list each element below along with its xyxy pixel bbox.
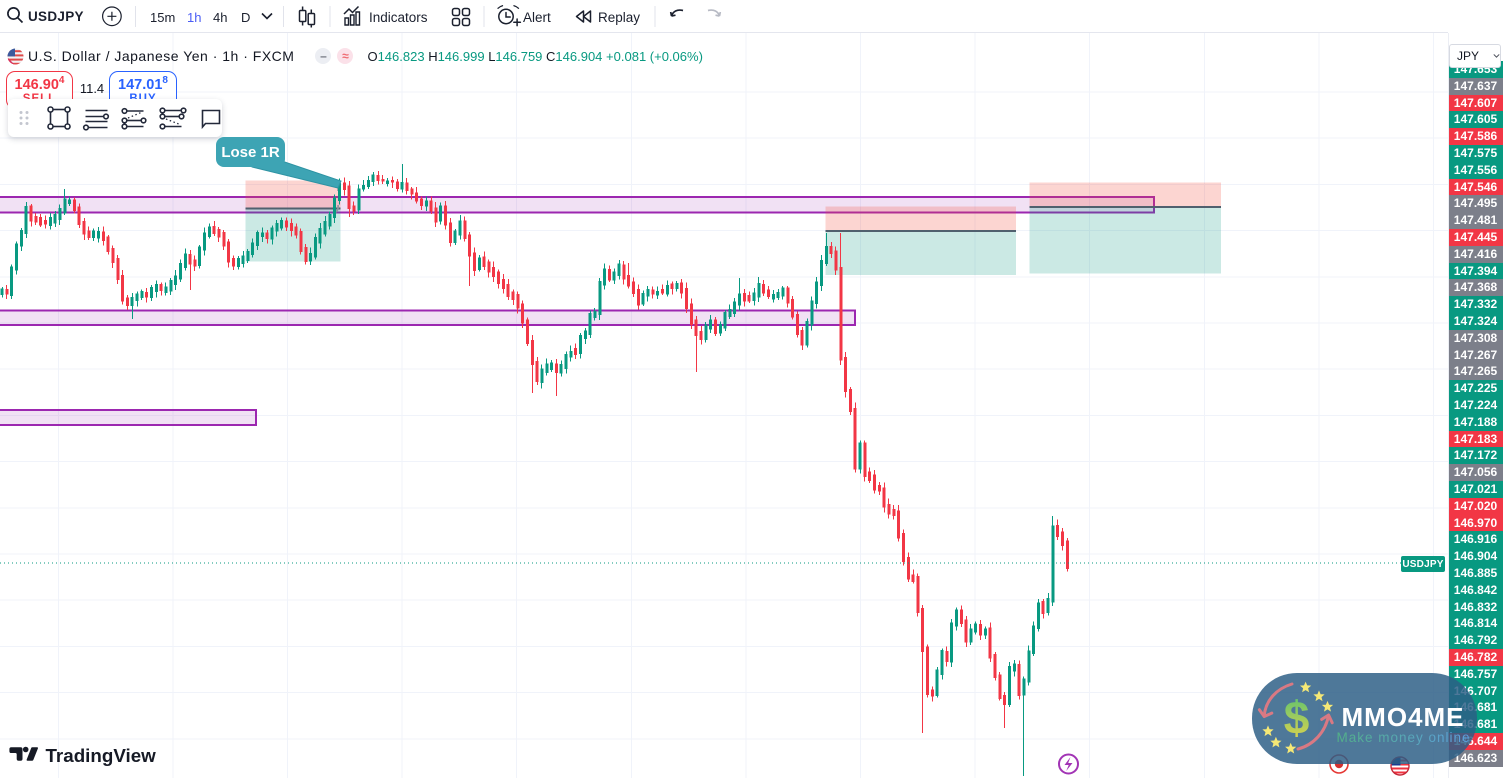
svg-text:Make money online: Make money online xyxy=(1336,730,1470,745)
svg-text:MMO4ME: MMO4ME xyxy=(1342,702,1465,732)
svg-text:TradingView: TradingView xyxy=(46,745,157,766)
svg-text:$: $ xyxy=(1284,692,1310,744)
